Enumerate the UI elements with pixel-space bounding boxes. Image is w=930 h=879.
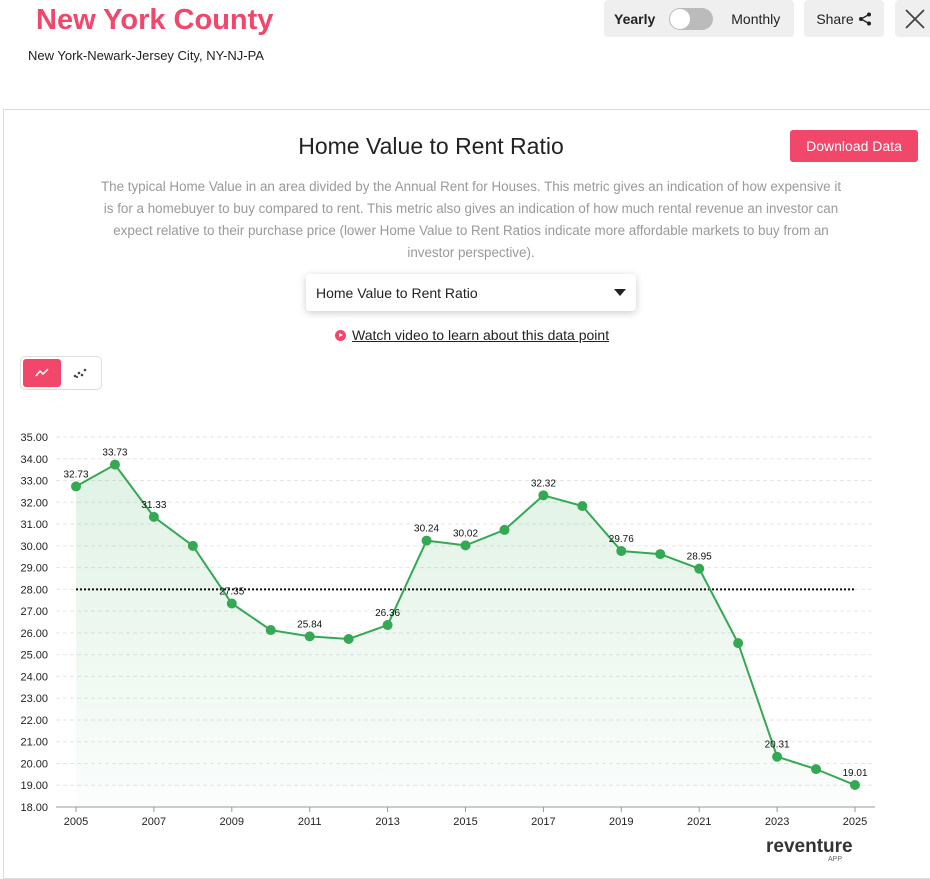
y-tick-label: 25.00 — [20, 650, 48, 662]
y-tick-label: 24.00 — [20, 671, 48, 683]
data-point — [421, 535, 432, 546]
y-tick-label: 34.00 — [20, 454, 48, 466]
reventure-logo: reventure — [766, 836, 853, 857]
data-label: 25.84 — [297, 619, 322, 630]
data-point — [694, 563, 705, 574]
y-tick-label: 31.00 — [20, 519, 48, 531]
page-title: New York County — [36, 4, 274, 36]
chart-title: Home Value to Rent Ratio — [298, 133, 564, 159]
line-chart-button[interactable] — [23, 359, 61, 387]
y-tick-label: 33.00 — [20, 476, 48, 488]
data-point — [148, 511, 159, 522]
monthly-label: Monthly — [731, 10, 781, 27]
data-point — [109, 459, 120, 470]
video-link-text: Watch video to learn about this data poi… — [352, 327, 610, 343]
y-tick-label: 26.00 — [20, 628, 48, 640]
data-point — [811, 764, 822, 775]
data-label: 19.01 — [842, 768, 867, 779]
y-tick-label: 32.00 — [20, 497, 48, 509]
period-toggle[interactable]: Yearly Monthly — [604, 0, 794, 37]
metric-select-value: Home Value to Rent Ratio — [316, 284, 478, 301]
data-label: 20.31 — [765, 740, 790, 751]
data-point — [382, 620, 393, 631]
scatter-chart-icon — [73, 368, 87, 378]
data-point — [538, 490, 549, 501]
x-tick-label: 2021 — [687, 816, 711, 828]
y-tick-label: 18.00 — [20, 802, 48, 814]
line-chart-icon — [35, 368, 49, 377]
y-tick-label: 23.00 — [20, 693, 48, 705]
y-tick-label: 30.00 — [20, 541, 48, 553]
data-point — [187, 540, 198, 551]
x-tick-label: 2023 — [765, 816, 789, 828]
data-label: 31.33 — [141, 500, 166, 511]
toggle-knob — [670, 8, 691, 29]
y-tick-label: 19.00 — [20, 780, 48, 792]
y-tick-label: 22.00 — [20, 715, 48, 727]
metric-description: The typical Home Value in an area divide… — [100, 179, 842, 260]
data-point — [226, 598, 237, 609]
y-tick-label: 20.00 — [20, 758, 48, 770]
data-label: 28.95 — [687, 552, 712, 563]
download-data-button[interactable]: Download Data — [790, 130, 918, 162]
logo-sub: APP — [828, 856, 843, 863]
watch-video-link[interactable]: Watch video to learn about this data poi… — [335, 327, 609, 343]
toggle-switch[interactable] — [669, 7, 714, 30]
x-tick-label: 2007 — [142, 816, 166, 828]
y-tick-label: 35.00 — [20, 432, 48, 444]
x-tick-label: 2009 — [220, 816, 244, 828]
x-tick-label: 2025 — [843, 816, 867, 828]
data-label: 29.76 — [609, 534, 634, 545]
data-point — [577, 500, 588, 511]
chart-type-switcher — [20, 356, 102, 390]
data-point — [616, 546, 627, 557]
close-button[interactable] — [895, 0, 930, 37]
yearly-label: Yearly — [614, 10, 656, 27]
y-tick-label: 21.00 — [20, 737, 48, 749]
metric-select[interactable]: Home Value to Rent Ratio — [306, 274, 636, 311]
x-tick-label: 2013 — [375, 816, 399, 828]
data-point — [265, 625, 276, 636]
data-label: 26.36 — [375, 608, 400, 619]
x-tick-label: 2011 — [298, 816, 322, 828]
data-label: 27.35 — [219, 587, 244, 598]
x-tick-label: 2017 — [531, 816, 555, 828]
data-label: 32.32 — [531, 478, 556, 489]
x-tick-label: 2005 — [64, 816, 88, 828]
share-icon — [858, 12, 871, 25]
data-point — [499, 524, 510, 535]
data-label: 30.24 — [414, 524, 439, 535]
data-point — [343, 633, 354, 644]
scatter-chart-button[interactable] — [61, 359, 99, 387]
data-label: 32.73 — [63, 469, 88, 480]
share-button[interactable]: Share — [804, 0, 884, 37]
data-point — [772, 751, 783, 762]
data-point — [460, 540, 471, 551]
x-tick-label: 2019 — [609, 816, 633, 828]
area-fill — [76, 464, 855, 807]
data-point — [733, 638, 744, 649]
data-point — [850, 780, 860, 791]
share-label: Share — [816, 10, 854, 27]
close-icon — [905, 8, 925, 29]
y-tick-label: 28.00 — [20, 584, 48, 596]
data-point — [71, 481, 81, 492]
y-tick-label: 29.00 — [20, 563, 48, 575]
data-label: 33.73 — [102, 448, 127, 459]
y-tick-label: 27.00 — [20, 606, 48, 618]
data-point — [655, 549, 666, 560]
metro-subtitle: New York-Newark-Jersey City, NY-NJ-PA — [28, 48, 264, 63]
play-icon — [335, 329, 346, 341]
x-tick-label: 2015 — [453, 816, 477, 828]
data-point — [304, 631, 315, 642]
caret-down-icon — [614, 289, 626, 296]
data-label: 30.02 — [453, 528, 478, 539]
